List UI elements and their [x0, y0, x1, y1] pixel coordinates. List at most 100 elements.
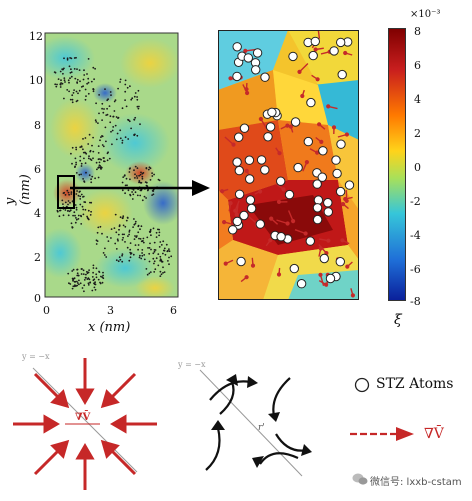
displacement-arrow-head — [257, 189, 263, 194]
stz-atom-dot — [132, 193, 135, 196]
stz-atom-dot — [87, 92, 90, 95]
stz-atom-dot — [61, 68, 64, 70]
stz-atom-dot — [101, 232, 103, 235]
y-tick-4: 4 — [34, 207, 41, 220]
stz-atom-dot — [92, 136, 94, 139]
stz-atom-marker — [232, 71, 242, 82]
stz-atom-dot — [90, 159, 93, 161]
stz-atom-dot — [153, 260, 156, 263]
stz-atom-dot — [112, 115, 115, 118]
stz-atom-dot — [99, 158, 101, 160]
stz-atom-dot — [103, 108, 105, 110]
stz-atom-dot — [148, 230, 151, 233]
stz-atom-dot — [87, 218, 90, 221]
stz-atom-dot — [118, 256, 121, 259]
stz-atom-marker — [312, 203, 323, 213]
stz-atom-dot — [56, 209, 59, 212]
stz-atom-marker — [232, 42, 242, 52]
stz-atom-dot — [64, 194, 67, 196]
displacement-arrow-head — [344, 132, 349, 137]
stz-atom-dot — [130, 127, 132, 130]
stz-atom-dot — [78, 69, 81, 71]
zoom-selection-box — [57, 175, 75, 209]
stz-atom-dot — [62, 203, 64, 206]
grad-legend-arrow — [350, 427, 414, 441]
stz-atom-marker — [234, 132, 244, 142]
stz-atom-dot — [121, 253, 124, 256]
stz-atom-dot — [87, 81, 90, 84]
displacement-arrow-head — [313, 47, 318, 52]
displacement-arrow-head — [233, 208, 238, 213]
displacement-arrow-head — [318, 246, 323, 251]
stz-atom-dot — [82, 138, 84, 140]
stz-atom-dot — [93, 278, 96, 281]
converging-schematic — [13, 358, 157, 490]
stz-atom-marker — [323, 198, 333, 208]
displacement-arrow-head — [326, 104, 331, 109]
stz-atom-dot — [87, 284, 90, 286]
stz-atom-marker — [336, 37, 346, 48]
stz-atom-dot — [136, 167, 139, 170]
stz-atom-dot — [122, 224, 125, 227]
stz-atom-dot — [158, 179, 161, 182]
stz-atom-dot — [102, 277, 105, 280]
displacement-arrow-head — [243, 48, 248, 53]
stz-atom-dot — [61, 199, 64, 202]
stz-atom-dot — [123, 233, 125, 236]
stz-atom-dot — [59, 83, 62, 86]
stz-atom-dot — [62, 72, 64, 75]
stz-atom-dot — [83, 201, 86, 203]
stz-atom-dot — [168, 256, 170, 259]
stz-atom-dot — [153, 262, 155, 265]
stz-atom-dot — [151, 175, 154, 177]
stz-atom-dot — [142, 237, 145, 240]
stz-atom-dot — [159, 275, 162, 277]
stz-atom-dot — [149, 167, 152, 170]
stz-atom-dot — [129, 242, 132, 245]
stz-atom-dot — [74, 166, 76, 169]
stz-atom-dot — [113, 227, 116, 230]
stz-atom-dot — [126, 184, 128, 187]
stz-atom-dot — [73, 57, 76, 59]
stz-atom-dot — [116, 238, 119, 241]
left-grad-label: ∇V̄ — [75, 412, 91, 423]
cbar-tick-8: 8 — [414, 25, 421, 38]
stz-atom-dot — [89, 201, 91, 204]
cbar-tick-6: 6 — [414, 59, 421, 72]
stz-atom-dot — [74, 280, 77, 283]
stz-atom-dot — [87, 77, 90, 80]
stz-atom-dot — [78, 279, 80, 282]
stz-atom-dot — [58, 215, 61, 218]
stz-atom-dot — [155, 257, 158, 260]
stz-atom-dot — [95, 276, 98, 279]
stz-atom-dot — [96, 231, 99, 234]
stz-atom-dot — [137, 244, 140, 246]
x-tick-6: 6 — [170, 304, 177, 317]
stz-atom-dot — [73, 89, 75, 91]
stz-atom-dot — [122, 236, 124, 239]
stz-atom-dot — [121, 260, 124, 263]
stz-atom-dot — [125, 177, 128, 180]
stz-atom-dot — [131, 198, 134, 200]
stz-atom-dot — [137, 248, 139, 251]
stz-atom-dot — [68, 90, 70, 93]
stz-atom-dot — [138, 237, 140, 240]
stz-atom-dot — [141, 254, 144, 257]
stz-atom-dot — [125, 105, 128, 108]
stz-atom-dot — [89, 281, 92, 284]
stz-atom-dot — [83, 151, 86, 154]
stz-atom-marker — [329, 46, 339, 56]
x-tick-0: 0 — [43, 304, 50, 317]
displacement-arrow-head — [228, 201, 233, 206]
stz-atom-dot — [124, 225, 127, 228]
stz-atom-dot — [138, 105, 140, 108]
stz-atom-dot — [114, 124, 117, 127]
stz-atom-dot — [83, 157, 85, 160]
stz-atom-dot — [129, 178, 131, 181]
stz-atom-dot — [101, 119, 103, 121]
stz-atom-dot — [94, 119, 97, 122]
stz-atom-marker — [332, 168, 342, 179]
stz-atom-dot — [86, 272, 89, 275]
stz-atom-dot — [82, 208, 85, 211]
stz-atom-marker — [252, 48, 263, 58]
